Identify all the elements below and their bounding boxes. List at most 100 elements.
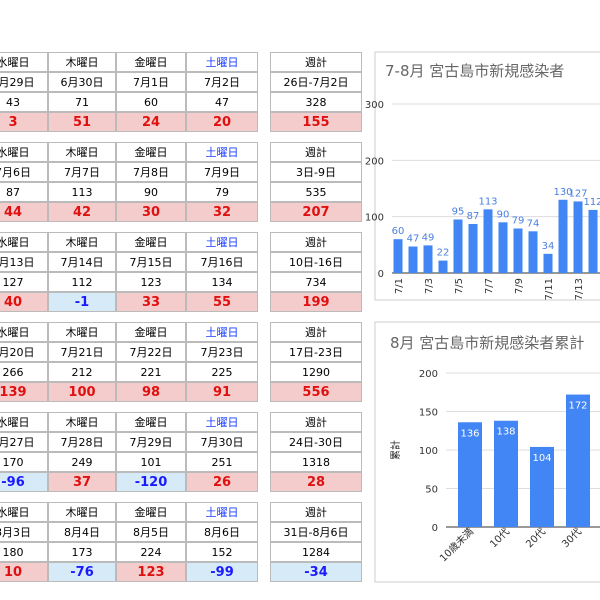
data-label: 49 [422, 232, 435, 243]
bar [558, 199, 568, 273]
bar [458, 422, 482, 527]
cell: 33 [116, 292, 186, 312]
cell: 173 [48, 542, 116, 562]
cell: 金曜日 [116, 502, 186, 522]
cell: 木曜日 [48, 412, 116, 432]
cell: 土曜日 [186, 502, 258, 522]
cell: 155 [270, 112, 362, 132]
cell: 535 [270, 182, 362, 202]
cell: 7月20日 [0, 342, 48, 362]
cell: 週計 [270, 142, 362, 162]
cell: 734 [270, 272, 362, 292]
data-label: 130 [553, 187, 572, 198]
cell: 71 [48, 92, 116, 112]
cell: 7月16日 [186, 252, 258, 272]
x-tick-label: 7/13 [574, 278, 585, 300]
cell: 225 [186, 362, 258, 382]
cell: 266 [0, 362, 48, 382]
cell: 7月15日 [116, 252, 186, 272]
data-label: 34 [542, 241, 555, 252]
cell: 207 [270, 202, 362, 222]
bar [438, 260, 448, 273]
cell: 7月8日 [116, 162, 186, 182]
cell: 152 [186, 542, 258, 562]
cell: 7月1日 [116, 72, 186, 92]
x-tick-label: 7/5 [454, 278, 465, 294]
x-tick-label: 7/3 [424, 278, 435, 294]
cell: 木曜日 [48, 322, 116, 342]
cell: 42 [48, 202, 116, 222]
cell: 水曜日 [0, 502, 48, 522]
cell: 6月29日 [0, 72, 48, 92]
x-tick-label: 7/1 [394, 278, 405, 294]
cell: 123 [116, 562, 186, 582]
cell: 134 [186, 272, 258, 292]
cell: 7月27日 [0, 432, 48, 452]
cell: 7月14日 [48, 252, 116, 272]
y-tick-label: 0 [432, 523, 438, 534]
cell: 224 [116, 542, 186, 562]
cell: 37 [48, 472, 116, 492]
y-tick-label: 50 [425, 485, 438, 496]
data-label: 113 [478, 196, 497, 207]
cell: 40 [0, 292, 48, 312]
cell: 127 [0, 272, 48, 292]
cell: 金曜日 [116, 52, 186, 72]
cell: 199 [270, 292, 362, 312]
cell: 170 [0, 452, 48, 472]
cell: 週計 [270, 412, 362, 432]
x-tick-label: 7/11 [544, 278, 555, 300]
cell: 31日-8月6日 [270, 522, 362, 542]
cell: 1290 [270, 362, 362, 382]
bar [588, 209, 598, 273]
panel [374, 321, 600, 583]
bar [513, 228, 523, 273]
cell: 249 [48, 452, 116, 472]
data-label: 22 [437, 248, 450, 259]
y-tick-label: 100 [365, 213, 384, 224]
cell: 20 [186, 112, 258, 132]
cell: 7月30日 [186, 432, 258, 452]
cell: 7月29日 [116, 432, 186, 452]
cell: 土曜日 [186, 232, 258, 252]
y-tick-label: 200 [365, 156, 384, 167]
cell: 251 [186, 452, 258, 472]
cell: 10 [0, 562, 48, 582]
data-label: 112 [583, 197, 600, 208]
cell: 7月23日 [186, 342, 258, 362]
y-tick-label: 0 [378, 269, 384, 280]
cell: 7月9日 [186, 162, 258, 182]
data-label: 60 [392, 226, 405, 237]
cell: 7月21日 [48, 342, 116, 362]
cell: 3 [0, 112, 48, 132]
cell: 328 [270, 92, 362, 112]
data-label: 127 [568, 188, 587, 199]
cell: 24日-30日 [270, 432, 362, 452]
cell: 週計 [270, 502, 362, 522]
bar [530, 446, 554, 527]
y-axis-label: 累計 [389, 440, 402, 460]
cell: 60 [116, 92, 186, 112]
data-label: 136 [460, 428, 479, 439]
y-tick-label: 300 [365, 100, 384, 111]
cell: 10日-16日 [270, 252, 362, 272]
bar [566, 394, 590, 527]
cell: 水曜日 [0, 232, 48, 252]
cell: 木曜日 [48, 502, 116, 522]
y-tick-label: 200 [419, 369, 438, 380]
cell: -1 [48, 292, 116, 312]
cell: 17日-23日 [270, 342, 362, 362]
cell: 26日-7月2日 [270, 72, 362, 92]
cell: 週計 [270, 232, 362, 252]
cell: 土曜日 [186, 412, 258, 432]
cell: 3日-9日 [270, 162, 362, 182]
bar [494, 420, 518, 527]
data-label: 74 [527, 218, 540, 229]
cell: -76 [48, 562, 116, 582]
data-label: 90 [497, 209, 510, 220]
cell: 土曜日 [186, 322, 258, 342]
cell: 100 [48, 382, 116, 402]
cell: 123 [116, 272, 186, 292]
cell: 木曜日 [48, 142, 116, 162]
cell: 90 [116, 182, 186, 202]
